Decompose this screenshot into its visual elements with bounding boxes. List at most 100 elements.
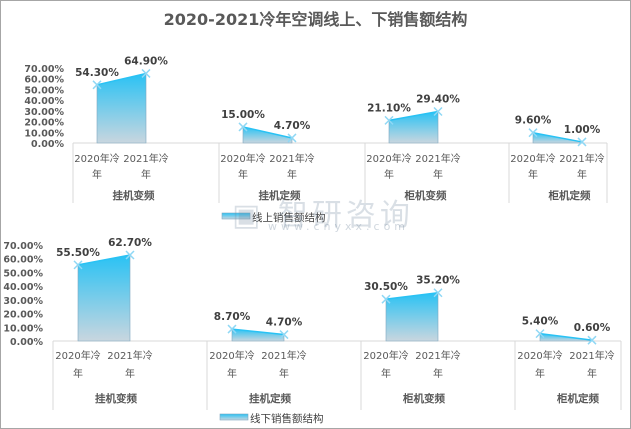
x-tick-label: 2021年冷 [415,152,460,165]
x-tick-label-cont: 年 [227,367,237,380]
data-point-marker [433,106,443,117]
data-label: 9.60% [515,115,552,127]
data-point-marker [577,137,587,147]
data-label: 8.70% [214,311,251,323]
data-point-marker [535,329,545,339]
data-point-marker [287,133,297,143]
y-tick-label: 0.00% [10,337,43,348]
series-line [231,328,285,336]
y-tick-label: 0.00% [31,139,64,150]
data-point-marker [528,128,538,138]
x-tick-label-cont: 年 [577,168,587,181]
series-line [532,131,583,143]
x-tick-label: 2021年冷 [569,349,614,362]
x-tick-label-cont: 年 [528,168,538,181]
x-tick-label-cont: 年 [384,168,394,181]
data-label: 64.90% [124,55,168,67]
x-tick-label: 2020年冷 [366,152,411,165]
x-tick-label: 2020年冷 [209,349,254,362]
data-label: 5.40% [522,316,559,328]
x-tick-label: 2020年冷 [510,152,555,165]
data-label: 35.20% [416,275,460,287]
data-label: 21.10% [367,102,411,114]
area-segment [96,73,147,144]
group-label: 挂机变频 [95,392,137,405]
y-tick-label: 70.00% [3,241,43,252]
series-line [385,291,439,300]
y-tick-label: 50.00% [3,268,43,279]
x-tick-label: 2021年冷 [559,152,604,165]
x-tick-label-cont: 年 [381,367,391,380]
series-line [539,332,593,341]
x-tick-label-cont: 年 [535,367,545,380]
legend-label: 线上销售额结构 [252,211,326,224]
x-tick-label-cont: 年 [125,367,135,380]
x-tick-label: 2020年冷 [220,152,265,165]
x-tick-label-cont: 年 [279,367,289,380]
x-tick-label-cont: 年 [433,168,443,181]
data-point-marker [433,288,443,298]
data-label: 15.00% [221,109,265,121]
legend-swatch [219,413,249,421]
area-segment [385,292,439,342]
x-tick-label-cont: 年 [433,367,443,380]
y-tick-label: 30.00% [24,107,64,118]
data-point-marker [73,260,83,270]
x-tick-label: 2020年冷 [517,349,562,362]
legend-label: 线下销售额结构 [250,412,324,425]
data-label: 55.50% [56,247,100,259]
data-label: 0.60% [574,322,611,334]
data-point-marker [125,250,135,260]
y-tick-label: 40.00% [3,282,43,293]
x-tick-label: 2021年冷 [107,349,152,362]
y-tick-label: 20.00% [3,310,43,321]
data-point-marker [384,115,394,125]
x-tick-label-cont: 年 [141,168,151,181]
group-label: 柜机变频 [402,392,445,405]
group-label: 挂机变频 [113,189,155,202]
chart-title: 2020-2021冷年空调线上、下销售额结构 [163,10,468,29]
group-label: 挂机定频 [259,189,301,202]
y-tick-label: 70.00% [24,64,64,75]
data-label: 54.30% [75,67,119,79]
y-tick-label: 50.00% [24,85,64,96]
group-label: 柜机变频 [404,189,447,202]
legend-swatch [221,212,251,220]
data-point-marker [587,335,597,345]
data-point-marker [381,294,391,304]
series-line [388,110,439,122]
y-tick-label: 10.00% [24,128,64,139]
x-tick-label-cont: 年 [587,367,597,380]
x-tick-label: 2021年冷 [261,349,306,362]
y-tick-label: 60.00% [3,255,43,266]
data-label: 4.70% [274,120,311,132]
group-label: 柜机定频 [548,189,591,202]
x-tick-label-cont: 年 [287,168,297,181]
area-segment [231,328,285,342]
x-tick-label-cont: 年 [73,367,83,380]
y-tick-label: 20.00% [24,118,64,129]
data-label: 29.40% [416,94,460,106]
x-tick-label: 2021年冷 [415,349,460,362]
data-point-marker [238,122,248,132]
x-tick-label: 2021年冷 [269,152,314,165]
x-tick-label: 2020年冷 [74,152,119,165]
data-label: 62.70% [108,237,152,249]
y-tick-label: 60.00% [24,75,64,86]
data-point-marker [141,68,151,78]
series-line [242,126,293,139]
area-segment [77,254,131,342]
x-tick-label: 2020年冷 [55,349,100,362]
data-label: 4.70% [266,317,303,329]
x-tick-label-cont: 年 [238,168,248,181]
series-line [96,72,147,86]
group-label: 挂机定频 [249,392,291,405]
data-point-marker [92,80,102,90]
y-tick-label: 30.00% [3,296,43,307]
y-tick-label: 10.00% [3,323,43,334]
data-point-marker [279,330,289,340]
data-label: 1.00% [564,124,601,136]
y-tick-label: 40.00% [24,96,64,107]
group-label: 柜机定频 [556,392,599,405]
